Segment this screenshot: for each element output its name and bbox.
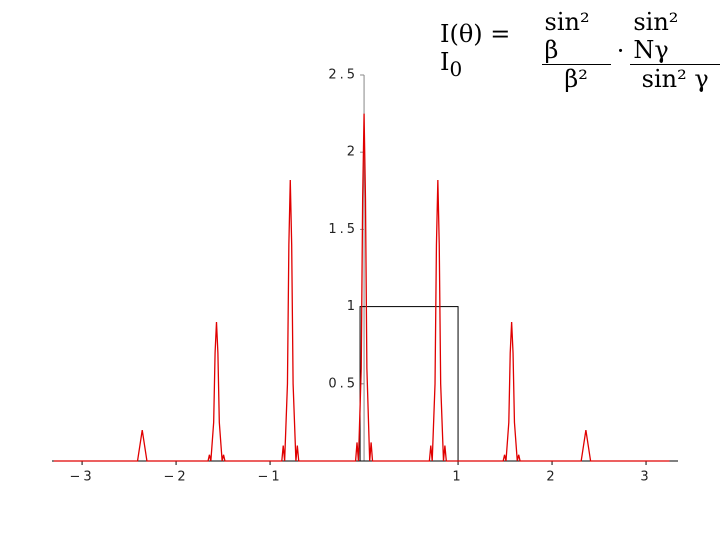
y-tick-label: 1.5	[328, 222, 358, 237]
formula-lhs: I(θ) = I0	[440, 20, 536, 81]
x-tick-label: −2	[163, 470, 188, 485]
formula-sub: 0	[449, 56, 463, 81]
x-tick-label: 1	[452, 470, 463, 485]
y-tick-label: 2	[347, 145, 358, 160]
dot: ·	[616, 36, 625, 65]
x-tick-label: 3	[640, 470, 651, 485]
fraction: sin² β β²	[541, 8, 611, 93]
x-tick-label: −1	[257, 470, 282, 485]
formula-lhs-text: I(θ) = I	[440, 20, 511, 77]
x-tick-label: 2	[546, 470, 557, 485]
fraction: sin² Nγ sin² γ	[630, 8, 720, 93]
numerator: sin² Nγ	[630, 8, 720, 65]
y-tick-label: 0.5	[328, 376, 358, 391]
y-tick-label: 1	[347, 299, 358, 314]
denominator: sin² γ	[641, 65, 709, 93]
formula: I(θ) = I0 sin² β β² · sin² Nγ sin² γ	[440, 8, 720, 93]
denominator: β²	[564, 65, 588, 93]
box	[359, 306, 459, 462]
y-tick-label: 2.5	[328, 68, 358, 83]
numerator: sin² β	[541, 8, 611, 65]
line	[53, 113, 670, 462]
x-tick-label: −3	[69, 470, 94, 485]
